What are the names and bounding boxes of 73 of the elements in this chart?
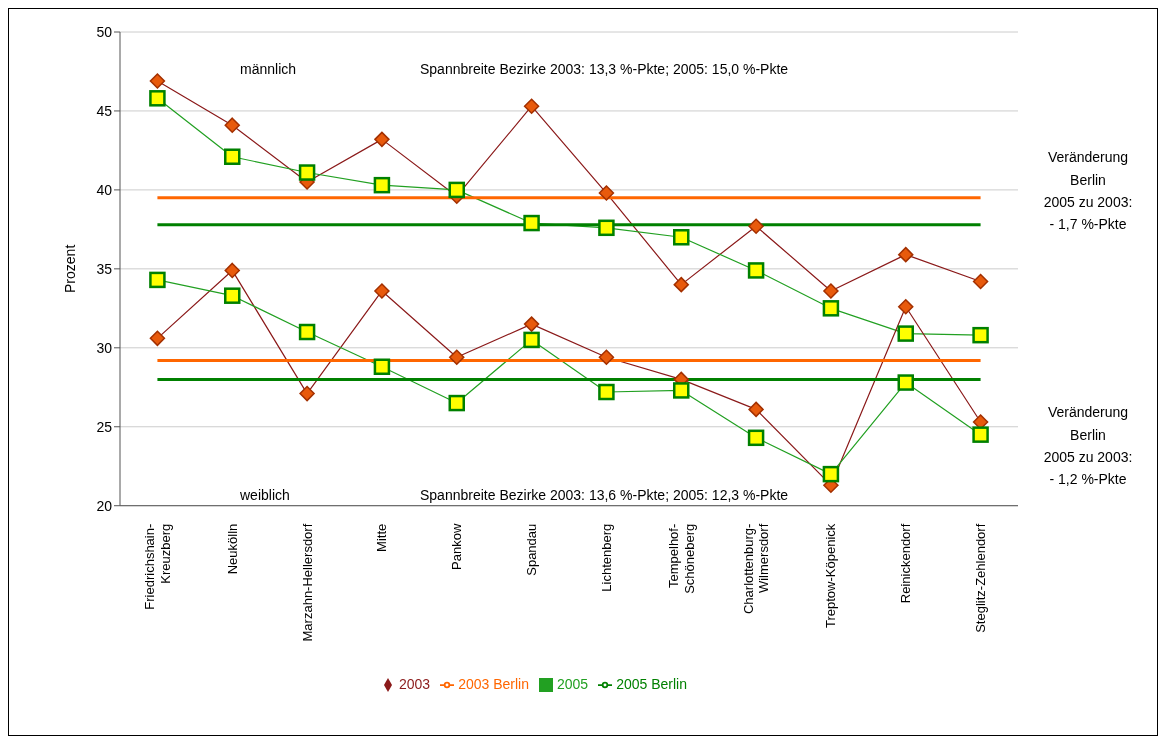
point — [823, 283, 839, 299]
point — [598, 185, 615, 201]
point — [374, 283, 390, 299]
point — [149, 90, 166, 107]
point — [448, 181, 465, 199]
x-tick-label: Marzahn-Hellersdorf — [299, 523, 315, 642]
point — [673, 382, 690, 399]
annotation: männlich — [240, 60, 297, 77]
point — [898, 246, 914, 263]
point — [523, 331, 540, 349]
point — [897, 374, 914, 391]
y-tick-label: 25 — [96, 418, 113, 435]
point — [149, 73, 166, 89]
point — [673, 276, 689, 293]
x-tick-label: Reinickendorf — [898, 523, 914, 604]
point — [747, 429, 765, 447]
point — [224, 117, 240, 133]
point — [523, 316, 540, 332]
x-tick-label: Friedrichshain-Kreuzberg — [142, 523, 173, 610]
point — [897, 325, 914, 342]
point — [748, 218, 764, 234]
point — [374, 131, 390, 148]
annotation: Spannbreite Bezirke 2003: 13,3 %-Pkte; 2005: 15,0 %-Pkte — [420, 60, 789, 77]
point — [299, 385, 315, 402]
y-tick-label: 50 — [96, 23, 113, 40]
point — [598, 219, 615, 237]
point — [748, 401, 764, 418]
point — [224, 262, 240, 279]
point — [373, 358, 391, 375]
text: Veränderung Berlin 2005 zu 2003: - 1,2 %-Pkte — [1043, 404, 1133, 488]
y-tick-label: 35 — [96, 260, 113, 277]
point — [598, 383, 615, 401]
point — [448, 394, 465, 412]
annotation: Spannbreite Bezirke 2003: 13,6 %-Pkte; 2005: 12,3 %-Pkte — [420, 487, 789, 504]
x-tick-label: Pankow — [449, 523, 465, 570]
point — [149, 271, 166, 289]
y-tick-label: 30 — [96, 339, 113, 356]
point — [598, 349, 615, 366]
legend-label: 2005 — [557, 675, 589, 692]
y-tick-label: 20 — [96, 497, 113, 514]
point — [898, 299, 914, 315]
point — [972, 273, 989, 290]
point — [449, 349, 465, 366]
point — [822, 300, 840, 317]
point — [523, 214, 540, 232]
point — [673, 229, 690, 246]
legend-label: 2003 — [399, 675, 431, 692]
point — [972, 426, 989, 443]
point — [298, 323, 316, 341]
x-tick-label: Neukölln — [224, 523, 240, 575]
x-tick-label: Treptow-Köpenick — [823, 523, 839, 628]
x-tick-label: Lichtenberg — [598, 523, 614, 592]
point — [523, 98, 540, 114]
point — [972, 326, 989, 344]
point — [373, 176, 391, 194]
point — [747, 262, 765, 279]
legend-label: 2005 Berlin — [616, 675, 687, 692]
point — [149, 330, 166, 347]
text: Veränderung Berlin 2005 zu 2003: - 1,7 %-Pkte — [1043, 149, 1133, 233]
annotation: weiblich — [239, 487, 290, 504]
point — [822, 465, 840, 483]
y-tick-label: 45 — [96, 102, 113, 119]
y-axis-title: Prozent — [61, 244, 78, 293]
point — [224, 148, 241, 165]
x-tick-label: Mitte — [374, 523, 390, 552]
y-tick-label: 40 — [96, 181, 113, 198]
legend-label: 2003 Berlin — [458, 675, 529, 692]
point — [224, 287, 241, 304]
x-tick-label: Charlottenburg-Wilmersdorf — [740, 523, 772, 615]
point — [298, 164, 316, 181]
x-tick-label: Spandau — [524, 523, 540, 576]
x-tick-label: Steglitz-Zehlendorf — [973, 523, 989, 633]
x-tick-label: Tempelhof-Schöneberg — [666, 523, 697, 594]
